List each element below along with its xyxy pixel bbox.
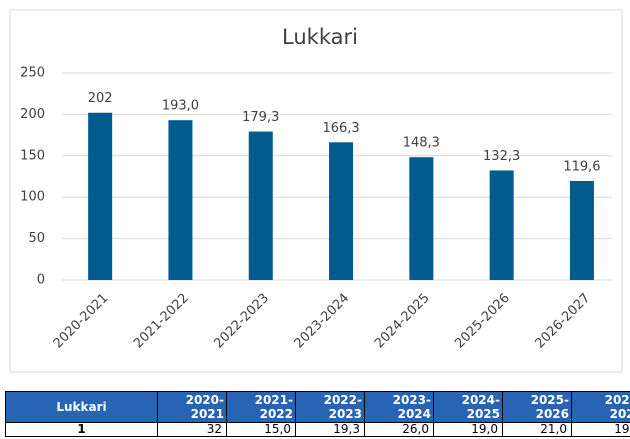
data-label: 119,6 [563,159,600,174]
table-cell: 19,3 [295,422,365,437]
data-label: 179,3 [242,110,279,125]
data-label: 132,3 [483,149,520,164]
header-cell: 2020-2021 [157,391,227,423]
data-label: 148,3 [403,136,440,151]
header-cell: 2026-2027 [571,391,630,423]
bar [409,157,434,280]
bar [489,170,514,280]
y-tick-label: 100 [20,190,45,205]
header-cell: Lukkari [5,391,158,423]
table-cell: 15,0 [226,422,296,437]
data-table: Lukkari 2020-2021 2021-2022 2022-2023 2023-2… [5,391,630,437]
bar [88,112,113,280]
data-label: 202 [88,91,113,106]
y-tick-label: 200 [20,107,45,122]
chart-title: Lukkari [282,25,358,49]
chart: Lukkari 0501001502002502020-20212022021-… [9,9,623,373]
header-cell: 2023-2024 [364,391,434,423]
data-label: 193,0 [162,99,199,114]
data-label: 166,3 [322,121,359,136]
header-cell: 2024-2025 [433,391,503,423]
table-cell: 19,3 [571,422,630,437]
table-cell: 32 [157,422,227,437]
table-container: Lukkari 2020-2021 2021-2022 2022-2023 2023-2… [5,391,630,439]
header-cell: 2021-2022 [226,391,296,423]
table-cell: 19,0 [433,422,503,437]
bar [248,131,273,280]
y-tick-label: 0 [37,273,45,288]
table-cell: 1 [5,422,158,437]
table-cell: 26,0 [364,422,434,437]
bar [569,180,594,280]
bar [168,120,193,280]
table-header: Lukkari 2020-2021 2021-2022 2022-2023 2023-2… [5,391,630,423]
header-cell: 2025-2026 [502,391,572,423]
y-tick-label: 50 [28,231,45,246]
table-cell: 21,0 [502,422,572,437]
y-tick-label: 150 [20,148,45,163]
bar [329,142,354,280]
y-tick-label: 250 [20,66,45,81]
header-cell: 2022-2023 [295,391,365,423]
